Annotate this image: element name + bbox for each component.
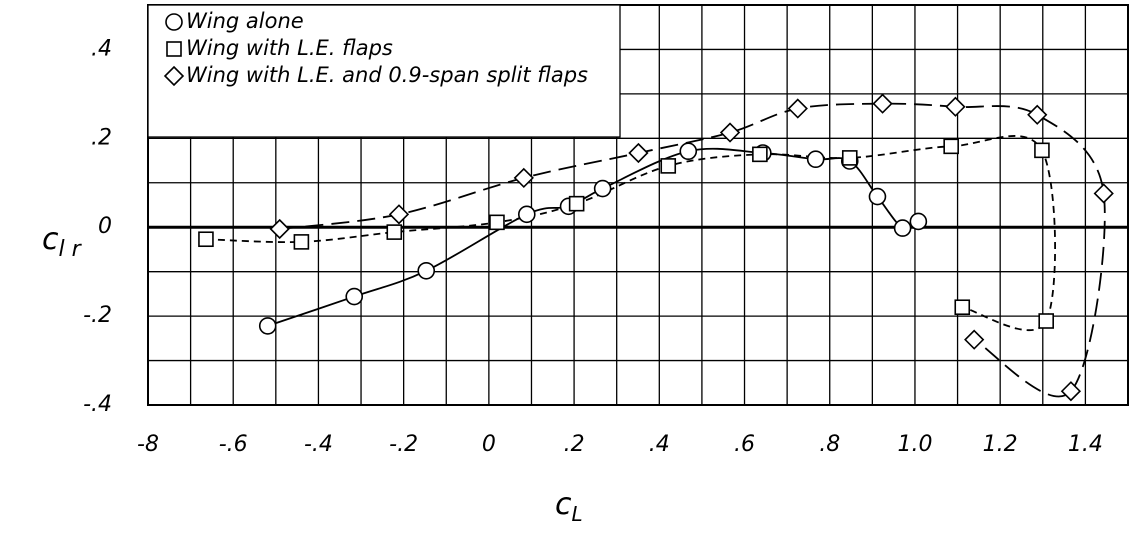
x-label-sub: L [572, 502, 583, 526]
marker [1060, 381, 1082, 402]
x-tick-label: .6 [734, 432, 755, 457]
marker [945, 96, 966, 117]
marker [868, 187, 887, 206]
y-tick-label: .4 [91, 36, 112, 61]
marker [293, 234, 310, 250]
marker [417, 261, 436, 280]
marker [752, 146, 768, 163]
marker [893, 219, 912, 237]
x-axis-label: cL [555, 487, 583, 526]
marker [628, 142, 649, 164]
marker [872, 93, 893, 114]
marker [593, 179, 612, 198]
legend-label: Wing with L.E. flaps [186, 36, 393, 60]
marker [345, 287, 364, 306]
marker [258, 317, 277, 335]
x-tick-label: -.4 [304, 432, 333, 457]
marker [660, 158, 677, 174]
legend-label: Wing alone [186, 9, 304, 33]
x-tick-label: -.2 [389, 432, 418, 457]
marker [679, 142, 698, 161]
marker [568, 195, 585, 212]
marker [269, 218, 290, 240]
marker [198, 231, 214, 248]
series-line [279, 102, 1106, 398]
legend-label: Wing with L.E. and 0.9-span split flaps [186, 63, 588, 87]
legend-box [147, 4, 621, 138]
marker [841, 150, 858, 166]
marker [909, 212, 928, 231]
x-tick-label: .2 [564, 432, 585, 457]
marker [719, 122, 741, 143]
y-tick-label: -.2 [83, 303, 112, 328]
y-label-sub: l r [59, 237, 83, 262]
x-tick-label: -.6 [219, 432, 248, 457]
marker [489, 214, 505, 231]
y-label-main: c [42, 222, 59, 257]
x-tick-label: 0 [482, 432, 496, 457]
marker [787, 98, 808, 119]
y-tick-label: 0 [98, 214, 112, 239]
marker [1027, 104, 1048, 125]
marker [1034, 142, 1050, 159]
x-tick-label: .4 [649, 432, 670, 457]
marker [517, 205, 536, 224]
legend: Wing alone Wing with L.E. flaps Wing with … [147, 4, 621, 138]
x-tick-label: 1.4 [1068, 432, 1103, 457]
marker [166, 41, 182, 57]
marker [388, 204, 410, 225]
x-tick-label: .8 [819, 432, 840, 457]
marker [954, 299, 971, 316]
marker [1093, 183, 1114, 204]
y-tick-label: -.4 [83, 392, 112, 417]
x-tick-label: 1.0 [897, 432, 932, 457]
marker [1038, 313, 1054, 329]
x-tick-label: 1.2 [983, 432, 1018, 457]
y-axis-label: cl r [42, 222, 83, 263]
x-label-main: c [555, 487, 572, 522]
marker [163, 65, 185, 87]
marker [513, 167, 534, 189]
marker [386, 224, 403, 240]
marker [964, 329, 985, 350]
marker [943, 138, 959, 155]
marker [165, 13, 183, 31]
y-tick-label: .2 [91, 125, 112, 150]
marker [806, 150, 825, 169]
x-tick-label: -8 [137, 432, 159, 457]
